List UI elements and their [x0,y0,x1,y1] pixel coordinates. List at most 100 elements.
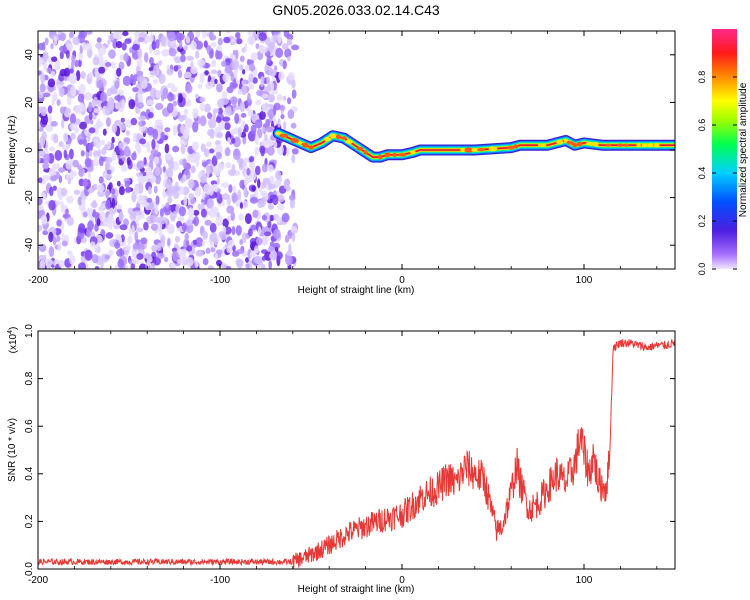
noise-speck [129,73,134,84]
noise-speck [61,187,68,197]
noise-speck [227,239,235,248]
noise-speck [44,37,49,45]
noise-speck [184,232,189,241]
noise-speck [63,149,67,159]
noise-speck [224,147,231,157]
noise-speck [166,102,174,114]
noise-speck [114,80,120,89]
noise-speck [207,128,215,137]
noise-speck [136,227,144,233]
noise-speck [238,213,244,221]
noise-speck [239,202,243,209]
noise-speck [208,118,217,129]
snr-ylabel: SNR (10 * v/v) [7,418,18,482]
noise-speck [260,46,268,54]
noise-speck [161,49,170,57]
noise-speck [239,239,244,245]
noise-speck [282,60,287,70]
noise-speck [191,141,199,152]
noise-speck [158,228,163,238]
noise-speck [287,56,291,62]
noise-speck [160,234,166,244]
noise-speck [124,38,132,44]
noise-speck [61,118,65,129]
noise-speck [65,43,74,52]
noise-speck [221,60,227,67]
noise-speck [48,200,56,211]
noise-speck [152,128,159,140]
noise-speck [132,132,138,143]
noise-speck [205,81,214,90]
noise-speck [87,187,95,194]
noise-speck [93,96,98,103]
noise-speck [145,166,152,178]
noise-speck [69,148,74,160]
noise-speck [150,148,159,156]
noise-speck [183,239,187,250]
track-blob [308,145,314,150]
track-blob [566,141,575,145]
noise-speck [96,218,101,227]
noise-speck [267,43,275,53]
noise-speck [47,260,52,269]
noise-speck [269,214,275,222]
noise-speck [66,250,73,256]
noise-speck [143,221,149,231]
track-blob [323,137,331,142]
noise-speck [185,239,190,247]
noise-speck [195,50,200,59]
noise-speck [106,172,111,180]
noise-speck [288,231,293,240]
noise-speck [244,213,252,225]
noise-speck [174,236,181,243]
noise-speck [105,156,113,164]
noise-speck [89,71,94,79]
noise-speck [237,88,242,96]
noise-speck [177,216,185,222]
noise-speck [81,197,86,206]
noise-speck [60,201,64,213]
noise-speck [111,136,115,144]
noise-speck [108,49,116,59]
noise-speck [286,250,293,257]
noise-speck [53,133,59,144]
noise-speck [116,180,121,187]
y-tick-label: 40 [24,49,35,61]
noise-speck [79,121,87,130]
noise-speck [105,62,112,67]
noise-speck [69,254,76,265]
noise-speck [136,70,144,76]
noise-speck [288,72,295,81]
noise-speck [265,118,270,129]
noise-speck [57,241,62,252]
noise-speck [285,255,293,266]
noise-speck [249,197,259,204]
y-tick-label: 0.2 [24,514,35,528]
noise-speck [117,258,125,269]
y-tick-label: 0.6 [24,419,35,433]
noise-speck [183,108,189,116]
noise-speck [163,256,169,263]
noise-speck [176,33,185,41]
noise-speck [178,206,186,217]
y-tick-label: 20 [24,96,35,108]
noise-speck [251,185,256,192]
noise-speck [193,209,200,216]
noise-speck [256,90,263,96]
spectrogram-ylabel: Frequency (Hz) [7,116,18,185]
noise-speck [138,120,146,127]
colorbar-tick-label: 0.4 [697,167,707,180]
noise-speck [125,130,130,136]
track-blob [397,153,407,157]
noise-speck [132,43,140,51]
noise-speck [283,179,290,190]
noise-speck [39,83,46,93]
noise-speck [216,132,223,139]
track-blob [290,138,299,143]
noise-speck [260,80,264,88]
noise-speck [237,126,242,138]
noise-speck [78,31,87,39]
noise-speck [58,87,65,98]
track-blob [641,143,648,147]
